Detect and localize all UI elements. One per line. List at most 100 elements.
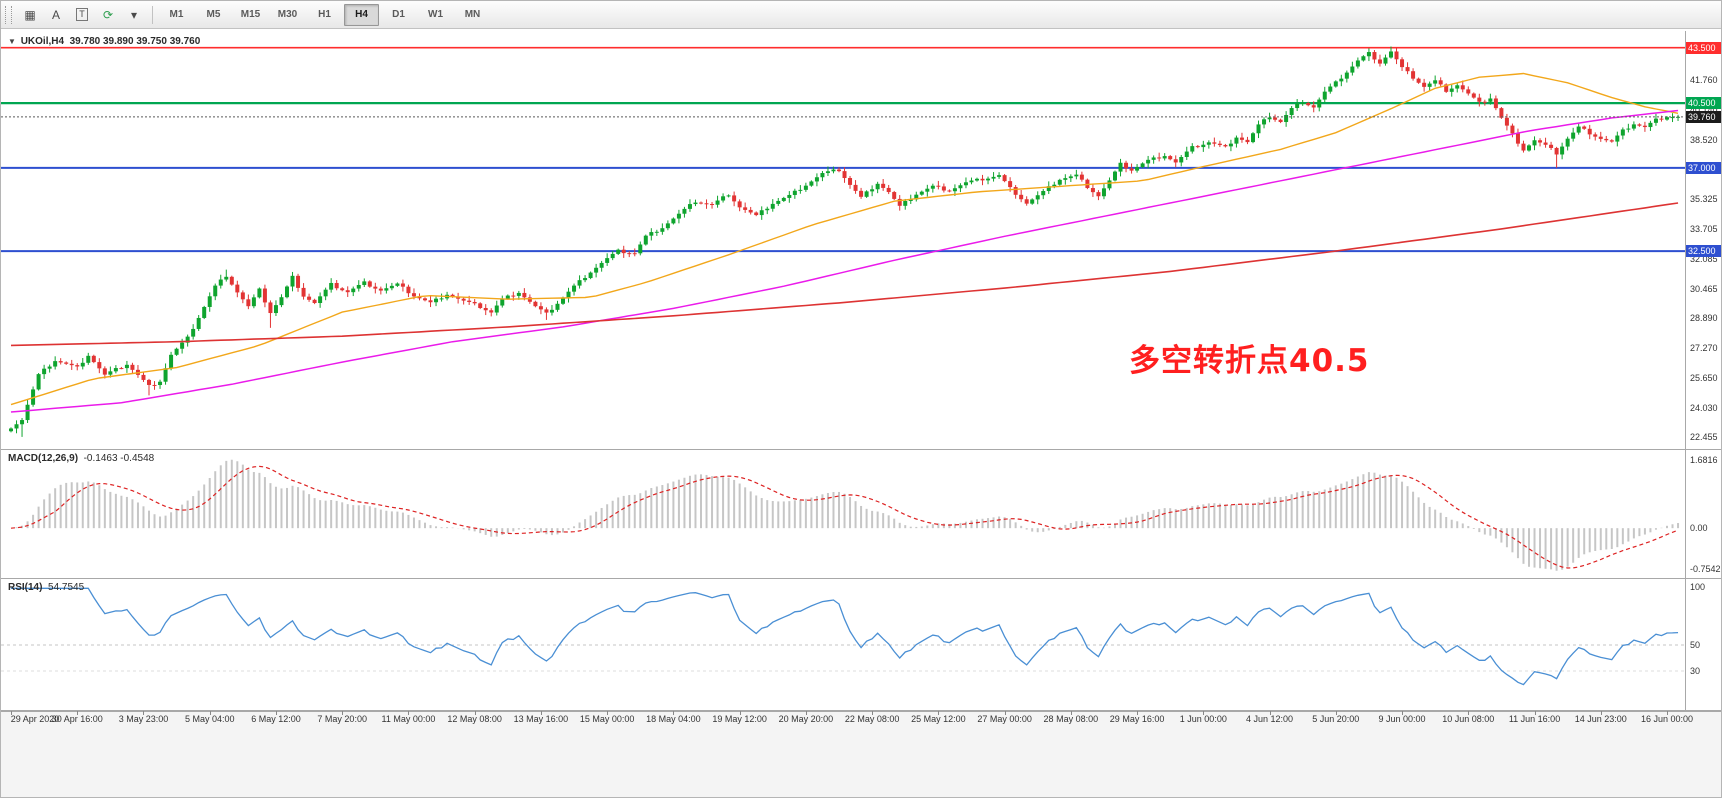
macd-axis-label: 1.6816 xyxy=(1690,455,1718,465)
time-label: 29 Apr 2020 xyxy=(10,714,60,724)
macd-chart[interactable] xyxy=(1,451,1722,578)
time-label: 11 May 00:00 xyxy=(381,714,436,724)
time-label: 3 May 23:00 xyxy=(118,714,169,724)
macd-label: MACD(12,26,9) -0.1463 -0.4548 xyxy=(8,453,154,464)
price-tick-label: 38.520 xyxy=(1690,134,1718,145)
rsi-chart[interactable] xyxy=(1,580,1722,710)
annotate-text-icon[interactable]: A xyxy=(51,7,60,22)
time-label: 30 Apr 16:00 xyxy=(51,714,103,724)
textbox-tool-icon[interactable]: T xyxy=(69,3,95,26)
time-tick xyxy=(209,711,211,715)
macd-name: MACD(12,26,9) xyxy=(8,453,79,464)
dropdown-caret-icon[interactable]: ▾ xyxy=(130,7,138,22)
time-tick xyxy=(408,711,410,715)
time-tick xyxy=(1667,711,1668,715)
timeframe-button-m1[interactable]: M1 xyxy=(169,9,184,20)
time-label: 14 Jun 23:00 xyxy=(1574,714,1627,724)
time-tick xyxy=(938,711,940,715)
rsi-value: 54.7545 xyxy=(48,582,85,593)
symbol-name: UKOil,H4 xyxy=(20,36,65,47)
rsi-axis-label: 50 xyxy=(1690,640,1701,650)
price-tick-label: 41.760 xyxy=(1690,74,1718,85)
time-tick xyxy=(673,711,675,715)
time-label: 7 May 20:00 xyxy=(317,714,367,724)
price-level-badge: 43.500 xyxy=(1686,41,1721,54)
time-tick xyxy=(1468,711,1470,715)
price-level-badge: 40.500 xyxy=(1686,97,1721,110)
auto-trading-icon[interactable]: ⟳ xyxy=(102,7,114,22)
price-tick-label: 40.140 xyxy=(1690,104,1718,115)
time-tick xyxy=(77,711,79,715)
panel-divider-rsi[interactable] xyxy=(1,578,1721,579)
time-tick xyxy=(275,711,277,715)
rsi-axis-label: 30 xyxy=(1690,666,1701,676)
time-tick xyxy=(1335,711,1337,715)
time-label: 10 Jun 08:00 xyxy=(1442,714,1495,724)
time-label: 13 May 16:00 xyxy=(513,714,569,724)
time-label: 5 Jun 20:00 xyxy=(1312,714,1360,724)
timeframe-button-h4[interactable]: H4 xyxy=(344,3,379,26)
time-label: 25 May 12:00 xyxy=(911,714,966,724)
time-tick xyxy=(739,711,741,715)
time-tick xyxy=(1534,711,1536,715)
time-tick xyxy=(872,711,874,715)
rsi-axis-label: 100 xyxy=(1690,582,1706,592)
time-tick xyxy=(1402,711,1404,715)
time-label: 16 Jun 00:00 xyxy=(1640,714,1694,724)
time-tick xyxy=(1203,711,1205,715)
time-tick xyxy=(1269,711,1271,715)
time-tick xyxy=(805,711,807,715)
timeframe-button-m30[interactable]: M30 xyxy=(277,9,298,20)
time-tick xyxy=(1070,711,1072,715)
time-tick xyxy=(11,711,12,715)
price-level-badge: 37.000 xyxy=(1686,161,1721,174)
panel-divider-macd[interactable] xyxy=(1,449,1721,450)
price-tick-label: 35.325 xyxy=(1690,193,1718,204)
timeframe-button-d1[interactable]: D1 xyxy=(392,9,405,20)
time-label: 4 Jun 12:00 xyxy=(1246,714,1294,724)
time-label: 29 May 16:00 xyxy=(1109,714,1165,724)
rsi-name: RSI(14) xyxy=(8,582,43,593)
time-label: 11 Jun 16:00 xyxy=(1508,714,1561,724)
chart-annotation-text[interactable]: 多空转折点40.5 xyxy=(1129,343,1370,379)
symbol-label: ▼ UKOil,H4 39.780 39.890 39.750 39.760 xyxy=(8,36,200,47)
price-tick-label: 30.465 xyxy=(1690,283,1718,294)
time-tick xyxy=(607,711,609,715)
time-axis[interactable] xyxy=(1,711,1721,797)
time-tick xyxy=(1004,711,1006,715)
time-tick xyxy=(143,711,145,715)
price-tick-label: 24.030 xyxy=(1690,402,1718,413)
price-chart[interactable] xyxy=(1,31,1722,449)
timeframe-button-h1[interactable]: H1 xyxy=(318,9,331,20)
price-tick-label: 27.270 xyxy=(1690,342,1718,353)
panel-divider-bottom xyxy=(1,710,1721,711)
timeframe-button-mn[interactable]: MN xyxy=(464,9,481,20)
time-tick xyxy=(1137,711,1139,715)
time-label: 27 May 00:00 xyxy=(977,714,1032,724)
macd-axis-label: -0.7542 xyxy=(1690,564,1721,574)
macd-values: -0.1463 -0.4548 xyxy=(83,453,155,464)
macd-axis-label: 0.00 xyxy=(1690,523,1708,534)
timeframe-button-m15[interactable]: M15 xyxy=(240,9,261,20)
time-tick xyxy=(540,711,542,715)
time-label: 12 May 08:00 xyxy=(447,714,502,724)
time-label: 9 Jun 00:00 xyxy=(1378,714,1426,724)
timeframe-button-w1[interactable]: W1 xyxy=(428,9,443,20)
charts-grid-icon[interactable]: ▦ xyxy=(24,7,36,22)
time-label: 22 May 08:00 xyxy=(844,714,900,724)
toolbar-separator xyxy=(152,5,153,24)
price-tick-label: 22.455 xyxy=(1690,431,1718,442)
time-label: 19 May 12:00 xyxy=(712,714,767,724)
rsi-label: RSI(14) 54.7545 xyxy=(8,582,84,593)
time-label: 28 May 08:00 xyxy=(1043,714,1099,724)
toolbar: ▦ A T ⟳ ▾ M1 M5 M15 M30 H1 H4 D1 W1 MN xyxy=(1,1,1721,29)
price-axis-separator xyxy=(1685,31,1686,711)
symbol-expander-icon[interactable]: ▼ xyxy=(8,37,16,46)
toolbar-drag-handle[interactable] xyxy=(5,5,12,24)
time-label: 15 May 00:00 xyxy=(579,714,635,724)
timeframe-button-m5[interactable]: M5 xyxy=(206,9,221,20)
price-tick-label: 32.085 xyxy=(1690,253,1718,264)
price-tick-label: 28.890 xyxy=(1690,312,1718,323)
time-label: 6 May 12:00 xyxy=(251,714,301,724)
